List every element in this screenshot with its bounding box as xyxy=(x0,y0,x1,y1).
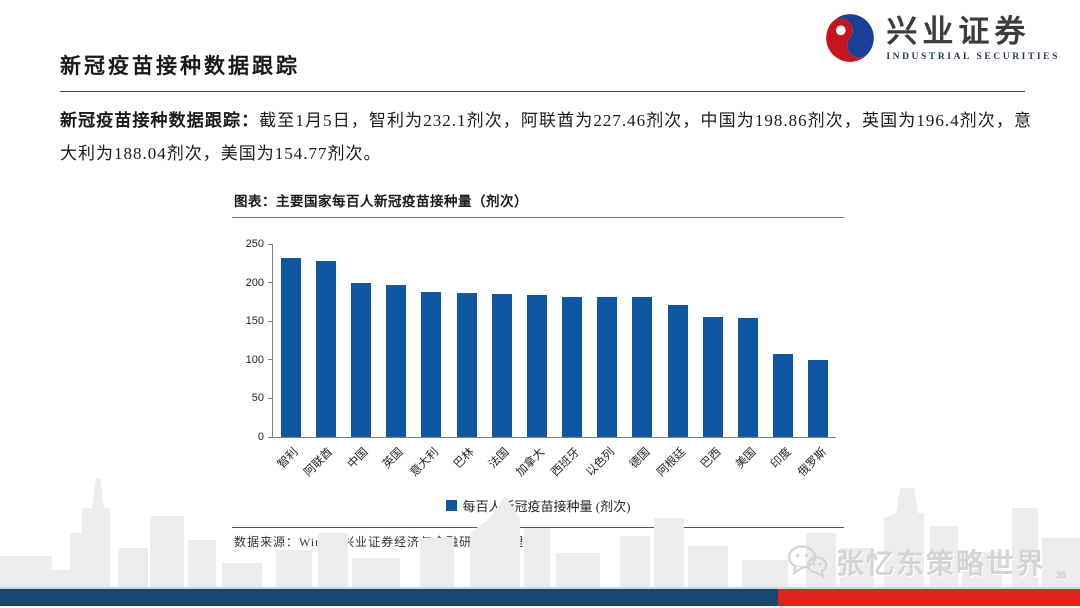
bar-印度 xyxy=(773,354,794,437)
x-tick-label: 巴西 xyxy=(698,446,724,471)
page-title: 新冠疫苗接种数据跟踪 xyxy=(60,50,1025,92)
y-tick-label: 100 xyxy=(245,353,264,366)
chart-title: 图表：主要国家每百人新冠疫苗接种量（剂次） xyxy=(232,188,844,218)
bar-德国 xyxy=(632,297,653,437)
y-tick-label: 200 xyxy=(245,276,264,289)
bar-俄罗斯 xyxy=(808,359,829,437)
bar-阿联酋 xyxy=(315,261,336,437)
x-tick-label: 印度 xyxy=(768,446,794,471)
y-tick-mark xyxy=(268,282,273,284)
plot-area: 0 50 100 150 200 250 xyxy=(246,238,836,443)
bar-法国 xyxy=(491,293,512,437)
x-tick-label: 德国 xyxy=(627,446,653,471)
summary-lead: 新冠疫苗接种数据跟踪： xyxy=(60,111,260,130)
bar-巴西 xyxy=(702,316,723,437)
page-number: 35 xyxy=(1055,570,1066,580)
logo-name-chinese: 兴业证券 xyxy=(886,13,1031,49)
bar-意大利 xyxy=(421,291,442,437)
y-tick-mark xyxy=(268,397,273,399)
bar-以色列 xyxy=(597,297,618,437)
bar-美国 xyxy=(738,317,759,437)
footer-bar-navy xyxy=(0,589,778,606)
bar-英国 xyxy=(386,285,407,437)
bar-加拿大 xyxy=(526,294,547,437)
skyline-decoration xyxy=(0,478,1080,588)
footer-accent-line xyxy=(0,587,1080,589)
bar-中国 xyxy=(350,283,371,437)
y-tick-label: 0 xyxy=(257,431,264,443)
y-tick-mark xyxy=(268,436,273,438)
watermark: 张忆东策略世界 xyxy=(786,542,1046,582)
x-tick-label: 中国 xyxy=(345,446,371,471)
y-tick-label: 250 xyxy=(245,238,264,250)
y-tick-mark xyxy=(268,359,273,361)
plot-outer: 0 50 100 150 200 250 智利 阿联酋 中国 英国 意大利 巴林 法国 加拿大 西班牙 以色… xyxy=(232,238,844,496)
legend-swatch xyxy=(445,500,457,511)
summary-body: 截至1月5日，智利为232.1剂次，阿联酋为227.46剂次，中国为198.86… xyxy=(60,111,1033,163)
x-tick-label: 英国 xyxy=(381,446,406,471)
chart-block: 图表：主要国家每百人新冠疫苗接种量（剂次） 0 50 100 150 200 250 智利… xyxy=(232,188,844,550)
summary-paragraph: 新冠疫苗接种数据跟踪：截至1月5日，智利为232.1剂次，阿联酋为227.46剂… xyxy=(60,104,1032,170)
x-tick-label: 智利 xyxy=(275,446,301,471)
bar-智利 xyxy=(280,257,301,437)
logo-swirl-icon xyxy=(826,14,875,62)
x-tick-label: 巴林 xyxy=(451,446,477,471)
company-logo: 兴业证券 INDUSTRIAL SECURITIES xyxy=(824,12,1060,64)
footer-bar xyxy=(0,589,1080,606)
logo-name-english: INDUSTRIAL SECURITIES xyxy=(886,51,1060,62)
footer-bar-red xyxy=(777,589,1080,606)
bar-西班牙 xyxy=(562,296,583,437)
bar-阿根廷 xyxy=(667,305,688,437)
y-tick-mark xyxy=(268,243,273,245)
x-tick-label: 法国 xyxy=(486,446,512,471)
x-tick-label: 美国 xyxy=(733,446,759,471)
y-tick-label: 50 xyxy=(251,392,264,405)
y-tick-mark xyxy=(268,320,273,322)
wechat-icon xyxy=(787,545,828,579)
watermark-text: 张忆东策略世界 xyxy=(835,549,1046,580)
bar-巴林 xyxy=(456,292,477,437)
y-tick-label: 150 xyxy=(245,315,264,328)
